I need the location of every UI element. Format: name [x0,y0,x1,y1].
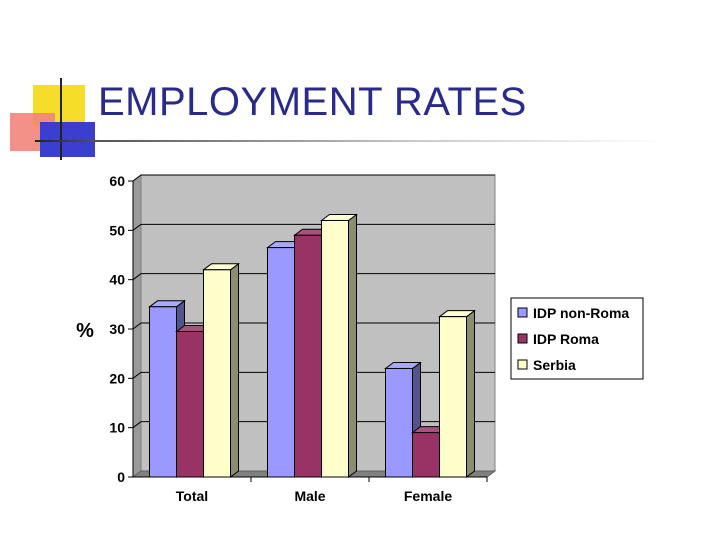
bar-side-face [348,213,357,478]
y-tick-labels: 0 10 20 30 40 50 60 [109,173,125,485]
bar-serbia-female [438,309,476,478]
gridline [132,174,495,182]
gridline [132,421,495,429]
axes [128,180,488,482]
y-tick-label: 60 [109,173,125,189]
bar-front-face [439,316,467,478]
x-tick-label: Male [294,488,325,504]
y-tick-label: 20 [109,370,125,386]
legend: IDP non-Roma IDP Roma Serbia [510,297,644,380]
y-axis-label: % [76,320,94,342]
bar-front-face [321,219,349,478]
y-tick-label: 10 [109,420,125,436]
bar-front-face [149,306,177,478]
legend-label: Serbia [533,357,576,373]
bar-side-face [230,262,239,478]
gridline [132,223,495,231]
x-tick-label: Total [176,488,208,504]
y-tick-label: 40 [109,272,125,288]
y-tick-label: 0 [117,469,125,485]
gridline [132,273,495,281]
bar-serbia-male [320,213,358,478]
bar-front-face [385,367,413,478]
y-tick-label: 30 [109,321,125,337]
gridline [132,371,495,379]
legend-label: IDP non-Roma [533,305,629,321]
bar-front-face [267,247,295,478]
legend-swatch [517,359,528,370]
bar-side-face [466,309,475,478]
y-tick-label: 50 [109,222,125,238]
decor-blue-square [40,122,95,157]
bar-serbia-total [202,262,240,478]
bar-front-face [203,269,231,478]
decor-vertical-rule [60,78,62,160]
bar-front-face [176,330,204,478]
gridline [132,322,495,330]
legend-swatch [517,333,528,344]
legend-box [510,297,644,380]
bar-front-face [412,432,440,478]
bars [148,213,476,478]
legend-swatch [517,307,528,318]
bar-front-face [294,234,322,478]
x-tick-labels: Total Male Female [176,488,453,504]
slide-title: EMPLOYMENT RATES [98,80,527,124]
gridlines [132,174,495,429]
x-tick-label: Female [404,488,452,504]
title-underline-rule [35,140,665,142]
legend-label: IDP Roma [533,331,599,347]
